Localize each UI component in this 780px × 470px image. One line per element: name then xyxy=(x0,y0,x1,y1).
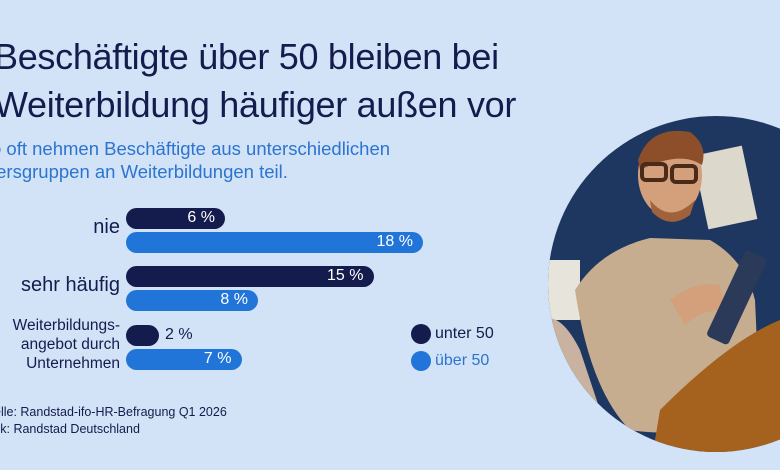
bar-ueber-50: 8 % xyxy=(126,290,258,311)
legend-swatch xyxy=(411,351,431,371)
category-label: nie xyxy=(93,216,120,239)
bar-ueber-50: 18 % xyxy=(126,232,423,253)
category-label-line: nie xyxy=(93,216,120,238)
bar-value-label: 6 % xyxy=(187,209,215,226)
legend-item-ueber-50: über 50 xyxy=(411,351,489,371)
subtitle-line-1: o oft nehmen Beschäftigte aus unterschie… xyxy=(0,138,391,159)
title-line-1: Beschäftigte über 50 bleiben bei xyxy=(0,36,499,77)
subtitle-line-2: tersgruppen an Weiterbildungen teil. xyxy=(0,161,288,182)
source-line: elle: Randstad-ifo-HR-Befragung Q1 2026 xyxy=(0,405,227,419)
title-line-2: Weiterbildung häufiger außen vor xyxy=(0,84,517,125)
legend-swatch xyxy=(411,324,431,344)
category-label-line: Weiterbildungs- xyxy=(12,317,120,334)
legend-item-unter-50: unter 50 xyxy=(411,324,494,344)
credit-line: fik: Randstad Deutschland xyxy=(0,422,140,436)
legend-label: über 50 xyxy=(435,352,490,369)
photo-man-with-tablet xyxy=(548,116,780,452)
category-label-line: Unternehmen xyxy=(26,355,120,372)
bar-value-label: 18 % xyxy=(376,233,413,250)
bar-value-label: 7 % xyxy=(203,350,232,367)
category-label: sehr häufig xyxy=(21,274,120,297)
bar-unter-50 xyxy=(126,325,159,346)
bar-unter-50: 6 % xyxy=(126,208,225,229)
legend-label: unter 50 xyxy=(435,325,494,342)
category-label: Weiterbildungs-angebot durch Unternehmen xyxy=(13,316,120,373)
bar-value-label: 15 % xyxy=(327,267,364,284)
category-label-line: sehr häufig xyxy=(21,274,120,296)
bar-value-label: 8 % xyxy=(220,291,248,308)
bar-value-label: 2 % xyxy=(165,326,193,343)
bar-ueber-50: 7 % xyxy=(126,349,242,370)
bar-unter-50: 15 % xyxy=(126,266,374,287)
category-label-line: angebot durch xyxy=(20,336,120,353)
